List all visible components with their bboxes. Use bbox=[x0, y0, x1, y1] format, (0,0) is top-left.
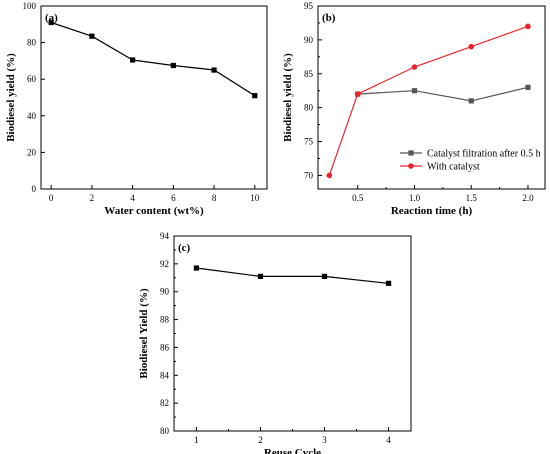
y-tick-label: 20 bbox=[27, 147, 37, 157]
plot-frame bbox=[317, 5, 546, 190]
panel-b: 0.5 1.0 1.5 2.0 70 75 80 85 90 95 Reaction time (h… bbox=[282, 1, 546, 217]
y-tick-label: 80 bbox=[27, 38, 37, 48]
data-point bbox=[252, 93, 258, 99]
data-point bbox=[411, 64, 418, 70]
x-tick-label: 1.0 bbox=[409, 193, 421, 203]
series-line-0 bbox=[196, 267, 389, 284]
y-tick-label: 90 bbox=[160, 287, 170, 297]
x-axis-title: Reaction time (h) bbox=[391, 205, 473, 217]
plot-frame bbox=[40, 5, 268, 190]
y-tick-label: 70 bbox=[304, 170, 314, 180]
data-point bbox=[89, 33, 95, 39]
y-tick-label: 60 bbox=[27, 74, 37, 84]
panel-label: (c) bbox=[178, 242, 191, 254]
y-axis-title: Biodiesel yield (%) bbox=[5, 53, 17, 142]
data-point bbox=[321, 273, 328, 279]
x-tick-label: 0 bbox=[49, 193, 54, 203]
series-line-0 bbox=[51, 21, 256, 97]
y-tick-label: 95 bbox=[304, 1, 314, 11]
data-point bbox=[385, 280, 392, 286]
y-axis-title: Biodiesel yield (%) bbox=[282, 53, 294, 142]
y-tick-label: 84 bbox=[160, 370, 170, 380]
data-point bbox=[326, 172, 333, 179]
y-tick-label: 94 bbox=[160, 231, 170, 241]
y-tick-label: 85 bbox=[304, 69, 314, 79]
data-point bbox=[211, 67, 217, 73]
x-tick-label: 2 bbox=[258, 435, 263, 445]
y-tick-label: 40 bbox=[27, 111, 37, 121]
x-tick-label: 1.5 bbox=[466, 193, 478, 203]
legend-label: With catalyst bbox=[427, 162, 480, 173]
legend-label: Catalyst filtration after 0.5 h bbox=[427, 149, 541, 160]
data-point bbox=[48, 19, 54, 26]
y-tick-label: 100 bbox=[23, 1, 37, 11]
y-tick-label: 88 bbox=[160, 315, 170, 325]
data-point bbox=[170, 62, 176, 69]
x-tick-label: 4 bbox=[386, 435, 391, 445]
x-tick-label: 2.0 bbox=[522, 193, 534, 203]
data-point bbox=[411, 88, 418, 94]
x-tick-label: 10 bbox=[250, 193, 260, 203]
data-point bbox=[525, 84, 531, 90]
y-tick-label: 75 bbox=[304, 137, 314, 147]
y-tick-label: 92 bbox=[160, 259, 169, 269]
y-tick-label: 90 bbox=[304, 35, 314, 45]
legend-swatch-marker bbox=[408, 163, 414, 169]
data-point bbox=[193, 265, 200, 271]
x-tick-label: 4 bbox=[130, 193, 135, 203]
x-tick-label: 0.5 bbox=[352, 193, 364, 203]
data-point bbox=[354, 91, 361, 97]
panel-c: 1 2 3 4 80 82 84 86 88 90 92 94 Reuse Cycle Biodiesel… bbox=[138, 231, 412, 454]
x-tick-label: 3 bbox=[322, 435, 327, 445]
y-tick-label: 80 bbox=[160, 426, 170, 436]
data-point bbox=[468, 43, 475, 50]
y-tick-label: 82 bbox=[160, 398, 169, 408]
data-point bbox=[257, 273, 264, 279]
series-line-0 bbox=[357, 86, 529, 102]
x-tick-label: 8 bbox=[212, 193, 217, 203]
y-tick-label: 0 bbox=[32, 184, 37, 194]
x-tick-label: 2 bbox=[90, 193, 95, 203]
y-tick-label: 86 bbox=[160, 342, 170, 352]
plot-frame bbox=[173, 235, 412, 432]
x-axis-title: Reuse Cycle bbox=[264, 447, 321, 454]
x-tick-label: 6 bbox=[171, 193, 176, 203]
data-point bbox=[130, 57, 136, 63]
data-point bbox=[525, 23, 531, 30]
y-axis-title: Biodiesel Yield (%) bbox=[138, 288, 150, 379]
legend-swatch-marker bbox=[408, 150, 414, 156]
panel-label: (a) bbox=[45, 12, 58, 24]
y-tick-label: 80 bbox=[304, 103, 314, 113]
data-point bbox=[468, 98, 474, 104]
x-axis-title: Water content (wt%) bbox=[104, 205, 204, 217]
x-tick-label: 1 bbox=[194, 435, 199, 445]
panel-label: (b) bbox=[322, 12, 336, 24]
